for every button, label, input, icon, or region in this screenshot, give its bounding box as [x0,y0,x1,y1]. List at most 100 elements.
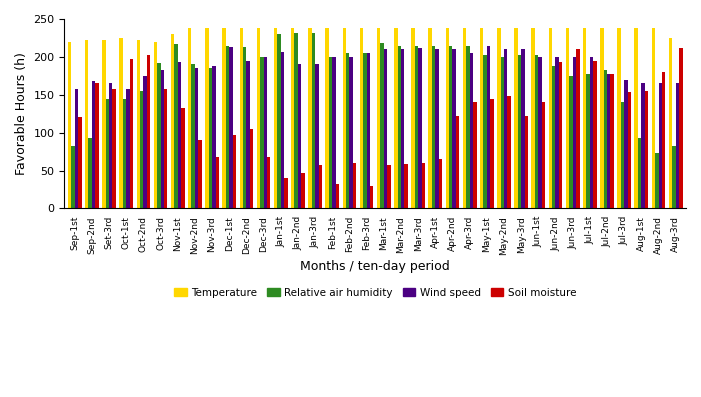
Bar [470,53,473,208]
Bar [411,28,415,208]
Bar [559,62,562,208]
Bar [611,73,614,208]
Bar [524,116,528,208]
Bar [435,49,439,208]
Bar [140,91,144,208]
Bar [449,46,452,208]
Bar [243,47,247,208]
Bar [298,64,301,208]
Bar [102,40,106,208]
Bar [383,49,387,208]
Bar [181,108,184,208]
Bar [318,165,322,208]
Bar [466,46,470,208]
Bar [240,28,243,208]
Bar [175,44,178,208]
Bar [264,57,267,208]
Bar [85,40,88,208]
Bar [123,98,126,208]
Bar [377,28,381,208]
X-axis label: Months / ten-day period: Months / ten-day period [300,260,450,274]
Bar [662,72,665,208]
Bar [336,184,339,208]
Bar [198,140,202,208]
Bar [401,49,404,208]
Bar [415,46,418,208]
Bar [624,80,627,208]
Bar [360,28,363,208]
Bar [600,28,604,208]
Bar [75,89,78,208]
Bar [301,173,305,208]
Bar [432,46,435,208]
Bar [569,76,573,208]
Bar [315,64,318,208]
Bar [641,83,645,208]
Bar [229,47,233,208]
Bar [112,89,116,208]
Bar [504,49,508,208]
Bar [195,68,198,208]
Bar [607,73,611,208]
Bar [521,49,524,208]
Bar [672,146,676,208]
Bar [147,55,150,208]
Bar [618,28,621,208]
Bar [363,53,367,208]
Bar [418,48,421,208]
Bar [518,55,521,208]
Bar [154,42,157,208]
Bar [638,138,641,208]
Bar [538,57,542,208]
Bar [381,43,383,208]
Bar [274,28,278,208]
Bar [308,28,312,208]
Bar [531,28,535,208]
Bar [452,49,456,208]
Bar [473,102,477,208]
Bar [573,57,576,208]
Bar [119,38,123,208]
Bar [191,64,195,208]
Bar [387,165,390,208]
Bar [566,28,569,208]
Bar [164,89,168,208]
Bar [552,66,555,208]
Bar [92,81,95,208]
Bar [652,28,655,208]
Bar [679,48,683,208]
Bar [421,163,425,208]
Bar [222,28,226,208]
Bar [349,57,353,208]
Bar [576,49,580,208]
Bar [428,28,432,208]
Bar [325,28,329,208]
Bar [535,55,538,208]
Bar [583,28,587,208]
Bar [549,28,552,208]
Bar [515,28,518,208]
Bar [161,70,164,208]
Bar [130,59,133,208]
Bar [250,129,253,208]
Bar [486,46,490,208]
Bar [257,28,260,208]
Bar [621,102,624,208]
Bar [281,52,284,208]
Bar [590,57,593,208]
Bar [109,83,112,208]
Bar [233,135,236,208]
Y-axis label: Favorable Hours (h): Favorable Hours (h) [15,52,28,175]
Bar [394,28,397,208]
Bar [604,70,607,208]
Bar [490,98,494,208]
Bar [188,28,191,208]
Bar [484,55,486,208]
Bar [205,28,209,208]
Bar [329,57,332,208]
Bar [209,68,212,208]
Bar [68,42,72,208]
Bar [215,157,219,208]
Bar [284,178,287,208]
Bar [555,57,559,208]
